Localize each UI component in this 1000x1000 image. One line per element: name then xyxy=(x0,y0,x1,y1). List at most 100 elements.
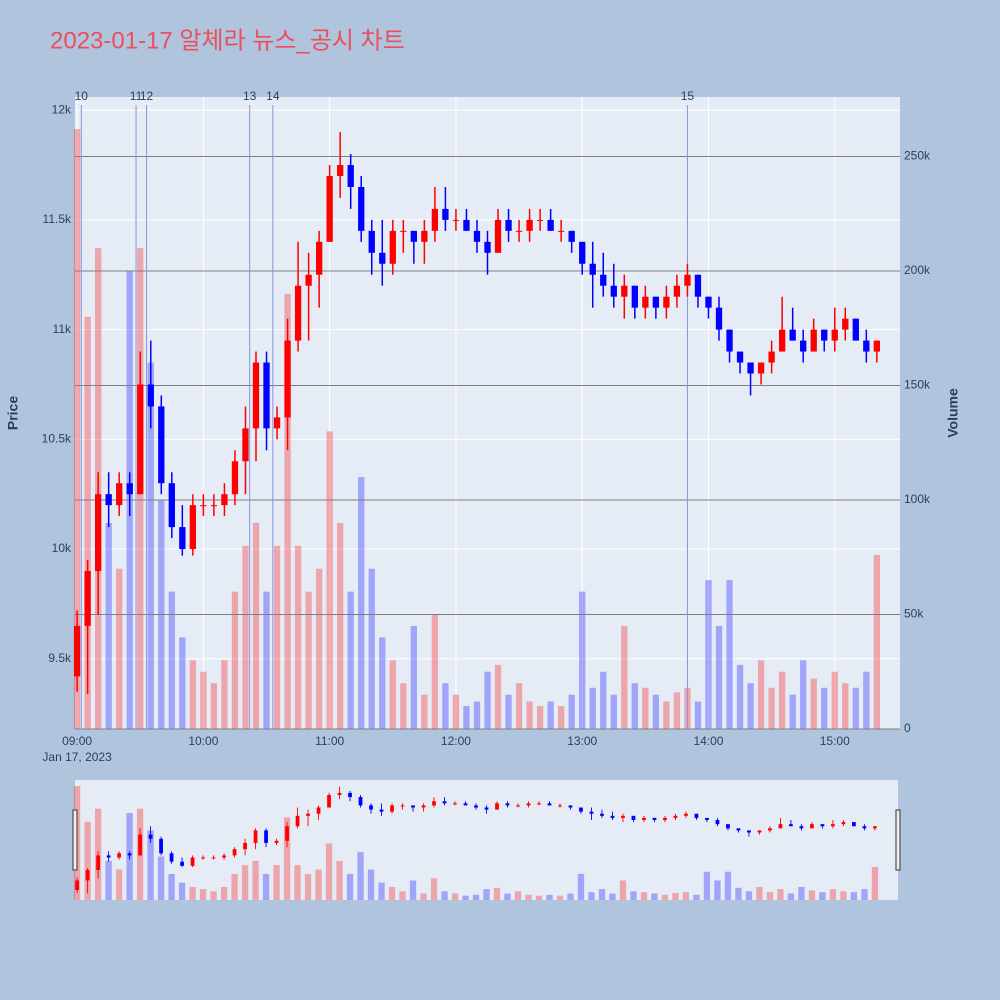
slider-volume-bar xyxy=(787,893,795,900)
slider-volume-bar xyxy=(609,893,616,900)
volume-bar xyxy=(863,671,870,729)
slider-volume-bar xyxy=(231,873,238,900)
candle-body xyxy=(831,824,835,827)
slider-volume-bar xyxy=(630,891,637,900)
slider-volume-bar xyxy=(336,860,343,900)
candle-body xyxy=(873,340,881,352)
candle-body xyxy=(600,274,607,286)
y2-tick-label: 150k xyxy=(904,378,931,392)
candle-body xyxy=(873,826,877,829)
slider-volume-bar xyxy=(598,889,606,900)
candle-body xyxy=(263,362,270,429)
candle-body xyxy=(285,826,289,841)
volume-bar xyxy=(831,671,838,729)
candle-body xyxy=(484,241,491,253)
volume-bar xyxy=(610,694,617,729)
x-date-label: Jan 17, 2023 xyxy=(42,750,112,764)
candle-body xyxy=(852,318,859,341)
candle-body xyxy=(757,362,765,374)
volume-bar xyxy=(400,683,407,729)
candle-body xyxy=(715,307,723,330)
candle-body xyxy=(368,230,375,253)
slider-volume-bar xyxy=(399,891,406,900)
slider-volume-bar xyxy=(262,873,270,900)
candle-body xyxy=(673,815,678,818)
volume-bar xyxy=(284,293,291,729)
candle-body xyxy=(264,830,268,843)
volume-bar xyxy=(558,706,565,729)
candle-body xyxy=(526,803,531,806)
candle-body xyxy=(189,505,197,550)
candle-body xyxy=(243,842,247,850)
slider-volume-bar xyxy=(861,889,868,900)
candle-body xyxy=(694,274,702,297)
candle-body xyxy=(663,296,670,308)
candle-body xyxy=(453,803,457,805)
candle-body xyxy=(515,230,523,232)
y-tick-label: 10k xyxy=(52,541,72,555)
candle-body xyxy=(474,805,478,808)
candle-body xyxy=(85,870,90,881)
candle-body xyxy=(863,340,870,352)
slider-volume-bar xyxy=(315,869,322,900)
candle-body xyxy=(117,853,121,858)
candle-body xyxy=(221,494,228,506)
candle-body xyxy=(231,461,239,495)
volume-bar xyxy=(463,706,470,729)
slider-volume-bar xyxy=(283,817,291,900)
candle-body xyxy=(94,494,102,571)
candle-body xyxy=(116,483,123,506)
candle-body xyxy=(558,230,565,232)
slider-volume-bar xyxy=(619,880,627,900)
candle-body xyxy=(736,828,741,831)
slider-volume-bar xyxy=(430,878,438,900)
candle-body xyxy=(305,274,312,286)
annotation-label: 14 xyxy=(266,89,280,103)
volume-bar xyxy=(431,614,439,729)
x-tick-label: 09:00 xyxy=(62,734,92,748)
slider-volume-bar xyxy=(672,893,679,900)
candle-body xyxy=(547,803,552,806)
y2-tick-label: 250k xyxy=(904,149,931,163)
candle-body xyxy=(400,805,405,807)
candle-body xyxy=(810,329,817,352)
volume-bar xyxy=(536,706,544,729)
slider-volume-bar xyxy=(483,889,490,900)
candle-body xyxy=(747,830,751,833)
candle-body xyxy=(179,527,186,550)
range-slider xyxy=(75,780,898,900)
candle-body xyxy=(222,855,226,858)
candle-body xyxy=(337,165,344,176)
candle-body xyxy=(537,803,541,805)
candle-body xyxy=(631,815,636,820)
candle-body xyxy=(621,815,625,818)
volume-bar xyxy=(337,522,344,729)
candle-body xyxy=(253,830,258,843)
candle-body xyxy=(789,329,796,341)
candle-body xyxy=(252,362,260,429)
candle-body xyxy=(621,285,628,297)
slider-volume-bar xyxy=(367,869,375,900)
candle-body xyxy=(568,230,575,242)
candle-body xyxy=(421,230,428,242)
slider-volume-bar xyxy=(420,893,427,900)
candle-body xyxy=(358,186,365,231)
candle-body xyxy=(505,219,512,231)
candle-body xyxy=(390,805,394,812)
slider-volume-bar xyxy=(840,891,847,900)
candle-body xyxy=(200,505,207,507)
slider-volume-bar xyxy=(504,893,511,900)
annotation-label: 12 xyxy=(140,89,154,103)
candle-body xyxy=(284,340,291,418)
volume-bar xyxy=(642,687,649,729)
volume-bar xyxy=(652,694,660,729)
candle-body xyxy=(463,803,468,806)
slider-volume-bar xyxy=(178,882,186,900)
candle-body xyxy=(273,417,281,429)
volume-bar xyxy=(778,671,786,729)
annotation-label: 11 xyxy=(130,89,143,103)
candle-body xyxy=(369,805,373,810)
candle-body xyxy=(831,329,838,341)
slider-volume-bar xyxy=(472,894,480,900)
